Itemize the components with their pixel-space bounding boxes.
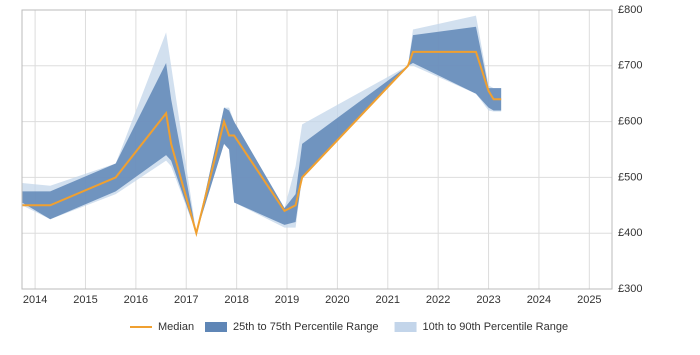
axes: £300 £400 £500 £600 £700 £800 2014 2015 2016 2017… [23,4,643,306]
x-tick-label: 2022 [426,294,450,306]
y-tick-label: £500 [618,171,642,183]
legend-label: 10th to 90th Percentile Range [423,321,569,333]
percentile-band [22,26,502,234]
y-tick-label: £600 [618,116,642,128]
x-tick-label: 2018 [224,294,248,306]
x-tick-label: 2019 [275,294,299,306]
y-tick-label: £800 [618,4,642,16]
median-line [22,50,502,238]
x-tick-label: 2025 [577,294,601,306]
legend: Median 25th to 75th Percentile Range 10th … [130,321,568,333]
plot-frame [21,9,613,290]
x-tick-label: 2014 [23,294,47,306]
x-tick-label: 2021 [376,294,400,306]
legend-label: 25th to 75th Percentile Range [233,321,379,333]
x-tick-label: 2024 [527,294,551,306]
x-tick-label: 2016 [124,294,148,306]
y-tick-label: £400 [618,227,642,239]
legend-swatch [394,322,417,332]
x-tick-label: 2015 [73,294,97,306]
x-tick-label: 2023 [476,294,500,306]
x-tick-label: 2017 [174,294,198,306]
x-tick-label: 2020 [325,294,349,306]
legend-label: Median [158,321,194,333]
legend-swatch [205,322,227,332]
y-tick-label: £700 [618,60,642,72]
plot [22,15,502,238]
y-tick-label: £300 [618,283,642,295]
